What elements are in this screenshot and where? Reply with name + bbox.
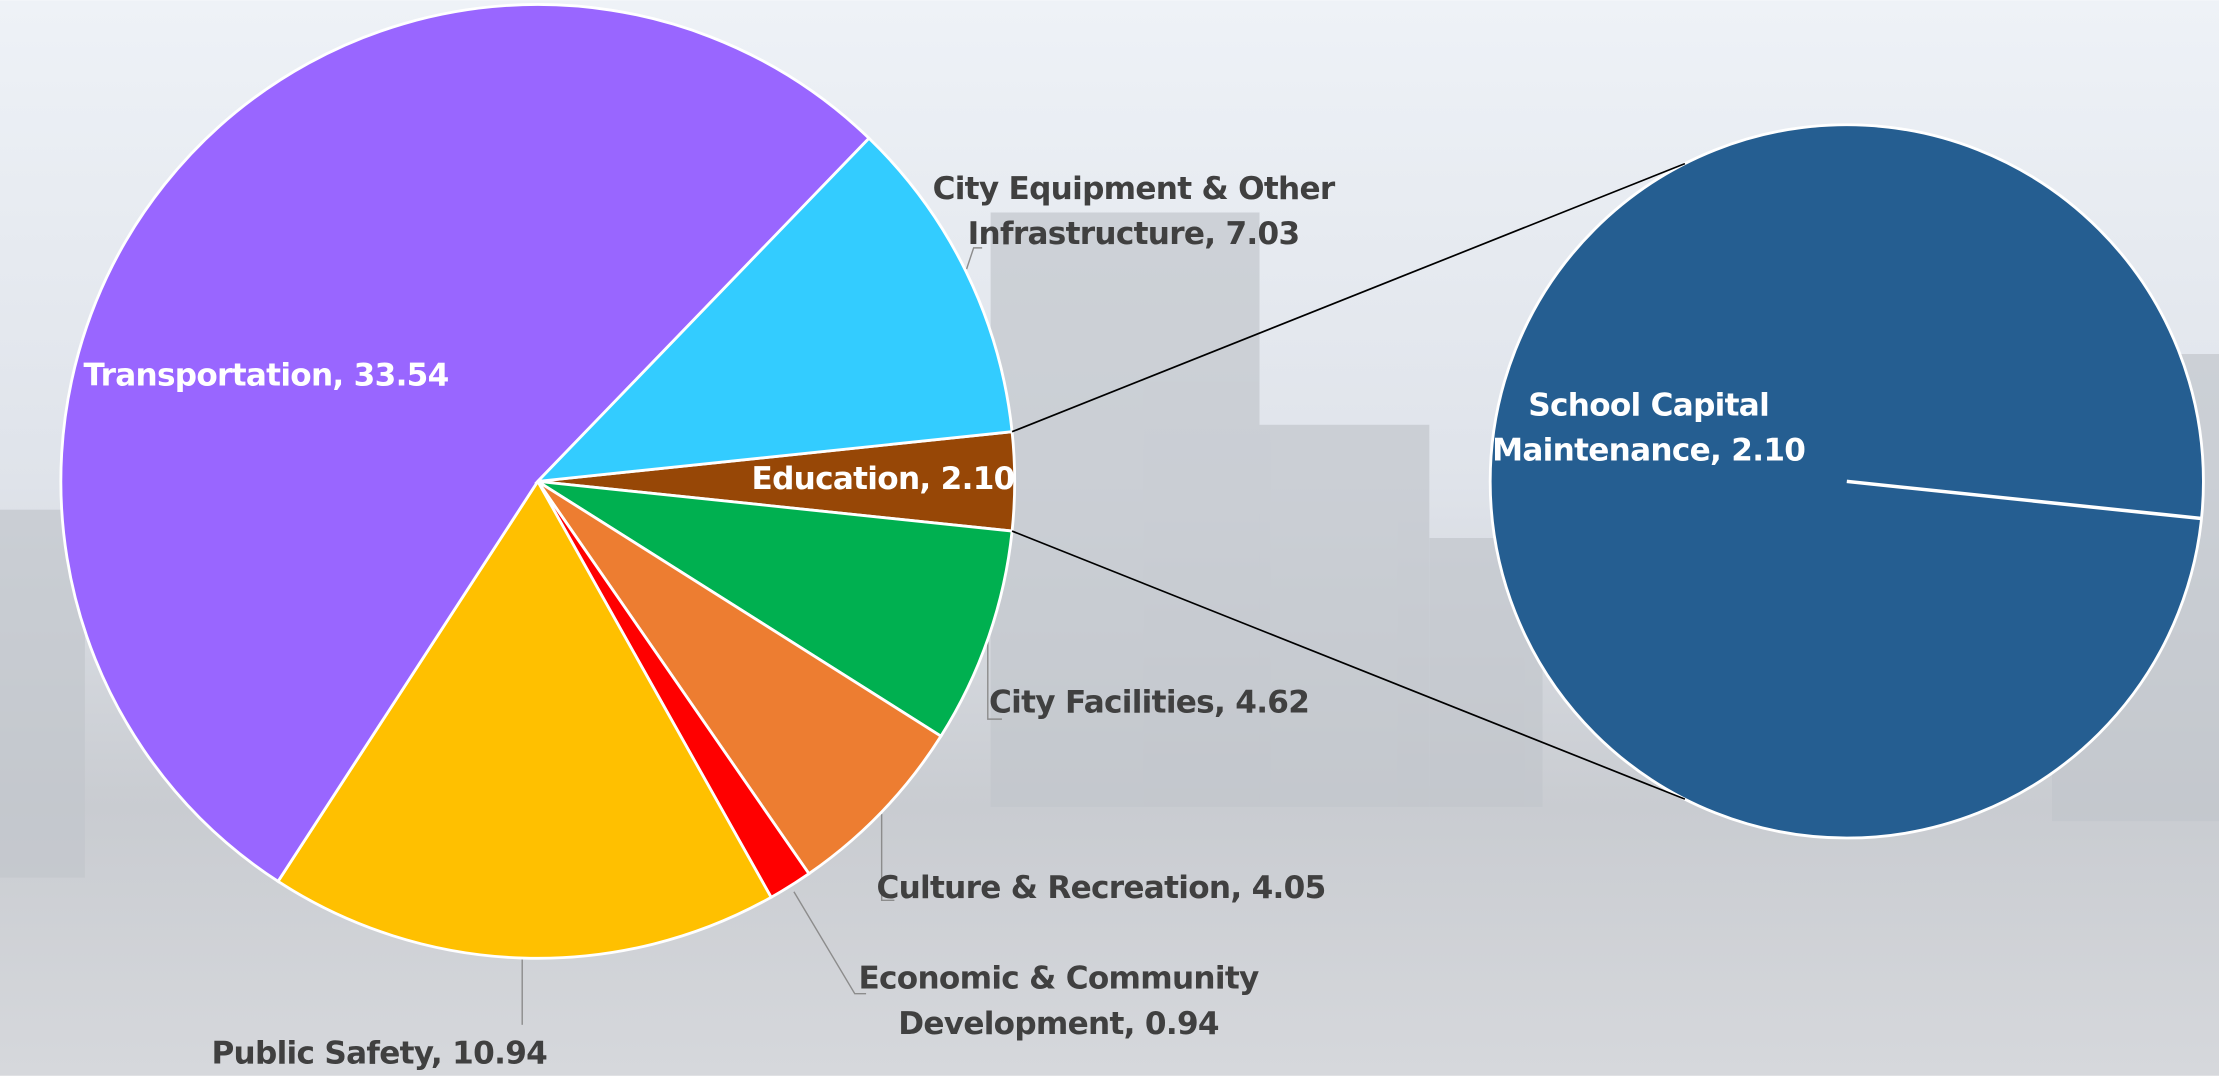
data-label: Infrastructure, 7.03 <box>968 216 1300 252</box>
chart: Education, 2.10 City Facilities, 4.62 Cult… <box>0 0 2219 1076</box>
data-label: Culture & Recreation, 4.05 <box>876 870 1325 906</box>
data-label: Education, 2.10 <box>752 461 1015 497</box>
data-label: Public Safety, 10.94 <box>211 1036 547 1072</box>
data-label: City Equipment & Other <box>933 171 1336 207</box>
data-label: Transportation, 33.54 <box>84 358 449 394</box>
data-label: City Facilities, 4.62 <box>989 685 1309 721</box>
data-label: Maintenance, 2.10 <box>1492 433 1805 469</box>
page: Education, 2.10 City Facilities, 4.62 Cult… <box>0 0 2219 1076</box>
data-label: Economic & Community <box>859 961 1260 997</box>
data-label: Development, 0.94 <box>898 1006 1219 1042</box>
data-label: School Capital <box>1528 387 1769 423</box>
